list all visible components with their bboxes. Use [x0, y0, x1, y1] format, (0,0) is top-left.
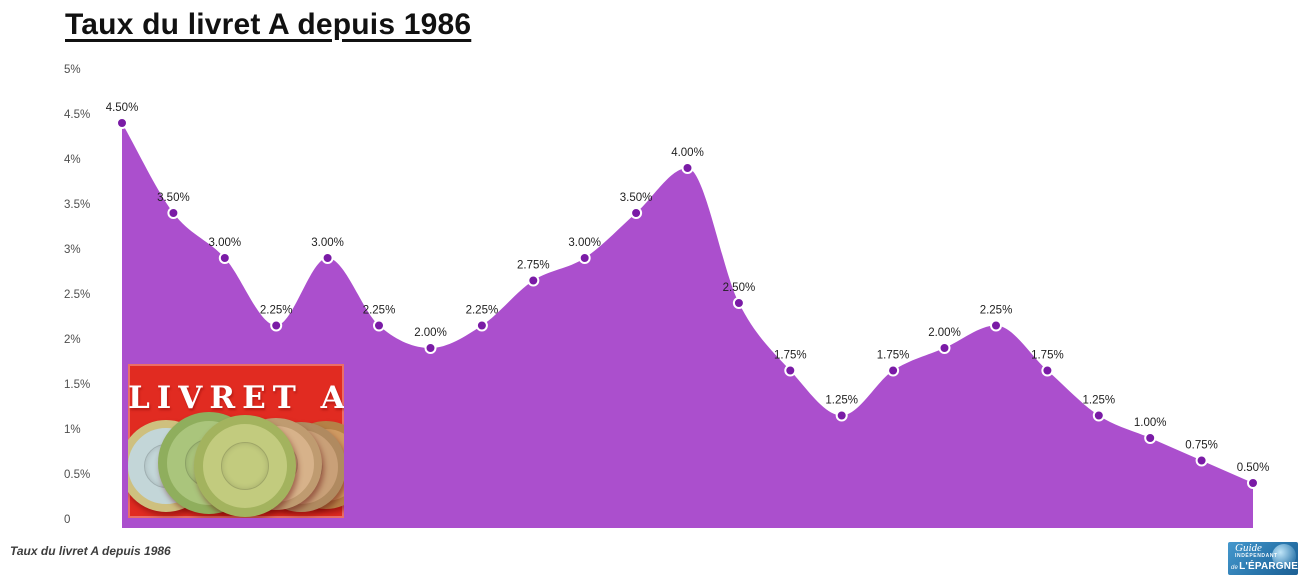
- data-point-label: 1.75%: [1031, 350, 1064, 362]
- data-point-dot: [1195, 454, 1208, 467]
- y-axis-tick-label: 3%: [64, 244, 81, 256]
- data-point-label: 0.50%: [1237, 462, 1270, 474]
- data-point-label: 0.75%: [1185, 440, 1218, 452]
- livret-a-photo-text: LIVRET A: [128, 380, 344, 416]
- logo-line-epargne: deL'ÉPARGNE: [1231, 561, 1298, 574]
- data-point-label: 2.00%: [414, 327, 447, 339]
- data-point-label: 2.25%: [466, 305, 499, 317]
- data-point-label: 2.50%: [723, 282, 756, 294]
- y-axis-tick-label: 0.5%: [64, 469, 90, 481]
- data-point-dot: [990, 319, 1002, 332]
- logo-epargne-text: L'ÉPARGNE: [1239, 561, 1298, 572]
- data-point-dot: [938, 342, 951, 354]
- data-point-label: 3.00%: [568, 237, 601, 249]
- data-point-dot: [1041, 364, 1054, 377]
- data-point-label: 2.75%: [517, 260, 550, 272]
- data-point-label: 4.50%: [106, 102, 139, 114]
- data-point-dot: [167, 207, 180, 219]
- y-axis-tick-label: 4.5%: [64, 109, 90, 121]
- y-axis-tick-label: 1%: [64, 424, 81, 436]
- livret-a-photo: LIVRET A: [128, 364, 344, 518]
- data-point-label: 1.75%: [774, 350, 807, 362]
- data-point-label: 2.00%: [928, 327, 961, 339]
- data-point-dot: [1144, 432, 1157, 444]
- coin-center: [221, 442, 269, 490]
- data-point-label: 2.25%: [363, 305, 396, 317]
- data-point-label: 4.00%: [671, 147, 704, 159]
- y-axis-tick-label: 1.5%: [64, 379, 90, 391]
- data-point-dot: [424, 342, 437, 354]
- y-axis-tick-label: 5%: [64, 64, 81, 76]
- data-point-dot: [527, 274, 540, 287]
- euro-coins-image: [128, 364, 344, 518]
- epargne-logo: Guide INDÉPENDANT deL'ÉPARGNE: [1228, 542, 1298, 575]
- data-point-dot: [835, 409, 848, 422]
- area-series: [122, 123, 1253, 528]
- chart-caption: Taux du livret A depuis 1986: [10, 544, 171, 558]
- data-point-label: 3.50%: [620, 192, 653, 204]
- data-point-dot: [1092, 409, 1105, 422]
- y-axis-tick-label: 2%: [64, 334, 81, 346]
- data-point-dot: [270, 319, 283, 332]
- data-point-dot: [475, 319, 488, 332]
- data-point-label: 2.25%: [980, 305, 1013, 317]
- data-point-label: 3.00%: [311, 237, 344, 249]
- data-point-label: 2.25%: [260, 305, 293, 317]
- y-axis-tick-label: 0: [64, 514, 70, 526]
- data-point-dot: [116, 117, 128, 129]
- data-point-dot: [630, 207, 643, 219]
- data-point-dot: [1247, 477, 1259, 489]
- data-point-label: 1.00%: [1134, 417, 1167, 429]
- logo-globe-icon: [1272, 544, 1296, 568]
- logo-line-independant: INDÉPENDANT: [1235, 553, 1278, 559]
- data-point-dot: [218, 252, 231, 264]
- y-axis-tick-label: 4%: [64, 154, 81, 166]
- y-axis-tick-label: 3.5%: [64, 199, 90, 211]
- data-point-dot: [732, 297, 745, 309]
- data-point-dot: [681, 162, 694, 174]
- data-point-dot: [578, 252, 591, 264]
- data-point-label: 3.50%: [157, 192, 190, 204]
- data-point-dot: [321, 252, 334, 264]
- data-point-label: 1.25%: [1082, 395, 1115, 407]
- data-point-dot: [373, 319, 385, 332]
- y-axis-tick-label: 2.5%: [64, 289, 90, 301]
- coin: [194, 415, 296, 517]
- data-point-label: 3.00%: [208, 237, 241, 249]
- data-point-dot: [887, 364, 900, 377]
- data-point-label: 1.75%: [877, 350, 910, 362]
- data-point-dot: [784, 364, 797, 377]
- page-title: Taux du livret A depuis 1986: [65, 8, 472, 41]
- logo-de-text: de: [1231, 565, 1239, 571]
- logo-line-guide: Guide: [1235, 542, 1262, 554]
- data-point-label: 1.25%: [825, 395, 858, 407]
